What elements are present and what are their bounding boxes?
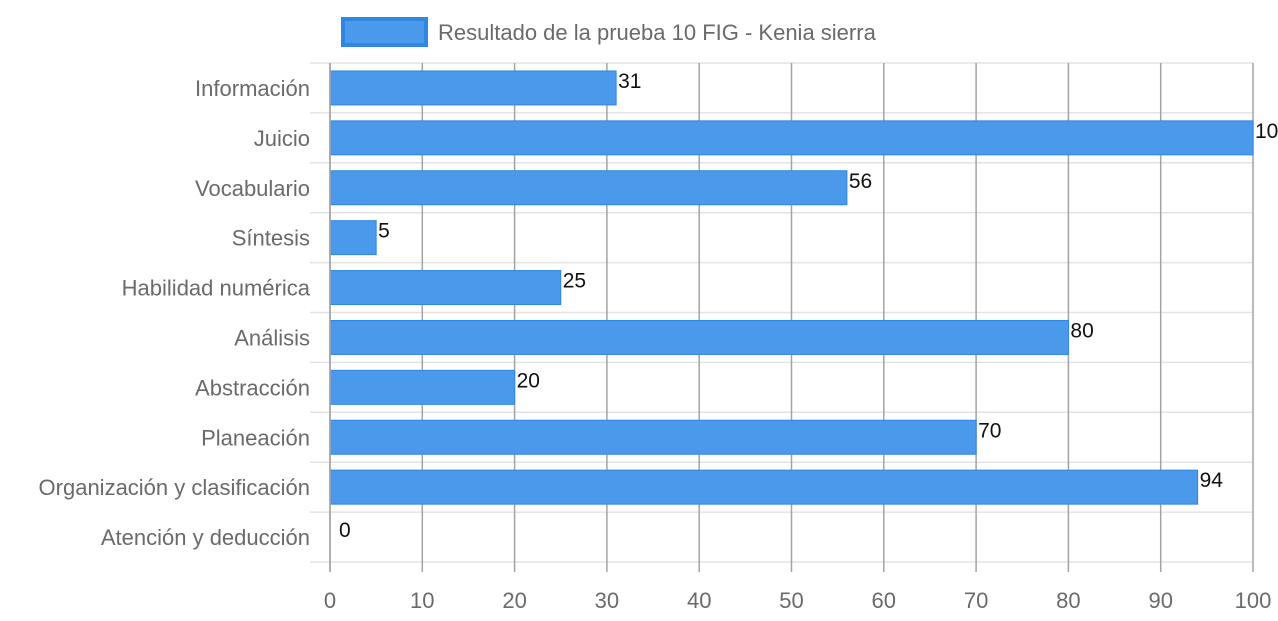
- labels: Información 31 Juicio 100 Vocabulario 56 Sínte…: [39, 70, 1278, 550]
- chart-legend: Resultado de la prueba 10 FIG - Kenia si…: [341, 17, 877, 47]
- data-label: 20: [517, 369, 540, 392]
- x-tick-label: 0: [324, 588, 336, 613]
- category-label: Atención y deducción: [101, 525, 310, 550]
- data-label: 0: [339, 519, 351, 542]
- data-label: 100: [1255, 120, 1278, 143]
- category-label: Habilidad numérica: [122, 276, 311, 301]
- bar: [329, 120, 1254, 156]
- category-label: Análisis: [234, 325, 310, 350]
- category-label: Síntesis: [232, 226, 310, 251]
- bar: [329, 319, 1069, 355]
- bar: [329, 70, 617, 106]
- data-label: 70: [978, 419, 1001, 442]
- x-tick-label: 50: [779, 588, 803, 613]
- bar: [329, 419, 977, 455]
- bar: [329, 369, 516, 405]
- category-label: Información: [195, 76, 310, 101]
- data-label: 5: [378, 220, 390, 243]
- axes: 0 10 20 30 40 50 60 70 80 90 100: [324, 63, 1271, 613]
- bar: [329, 270, 562, 306]
- legend-label: Resultado de la prueba 10 FIG - Kenia si…: [438, 20, 877, 45]
- category-label: Vocabulario: [195, 176, 310, 201]
- data-label: 25: [563, 270, 586, 293]
- bar: [329, 170, 848, 206]
- bar: [329, 469, 1199, 505]
- x-tick-label: 80: [1056, 588, 1080, 613]
- x-tick-label: 100: [1235, 588, 1272, 613]
- x-tick-label: 70: [964, 588, 988, 613]
- data-label: 31: [618, 70, 641, 93]
- data-label: 80: [1070, 319, 1093, 342]
- category-label: Organización y clasificación: [39, 475, 310, 500]
- category-label: Abstracción: [195, 375, 310, 400]
- bars: [329, 70, 1254, 505]
- legend-swatch: [341, 17, 428, 47]
- x-tick-label: 90: [1148, 588, 1172, 613]
- category-label: Juicio: [254, 126, 310, 151]
- x-tick-label: 10: [410, 588, 434, 613]
- data-label: 94: [1200, 469, 1224, 492]
- bar: [329, 220, 377, 256]
- category-label: Planeación: [201, 425, 310, 450]
- x-tick-label: 60: [872, 588, 896, 613]
- x-tick-label: 40: [687, 588, 711, 613]
- data-label: 56: [849, 170, 872, 193]
- x-tick-label: 20: [502, 588, 526, 613]
- x-tick-label: 30: [595, 588, 619, 613]
